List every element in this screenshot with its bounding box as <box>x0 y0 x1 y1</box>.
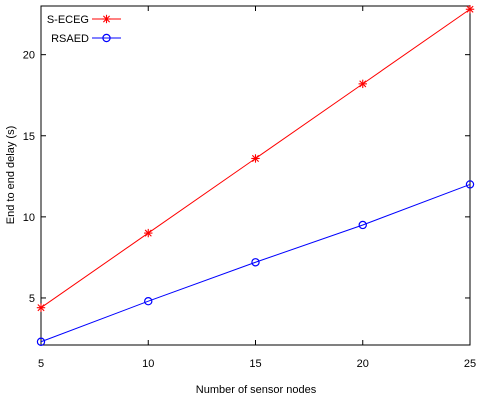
y-tick-label: 10 <box>23 212 35 224</box>
data-point-s-eceg <box>144 229 152 237</box>
legend: S-ECEG RSAED <box>47 14 121 45</box>
x-tick-label: 10 <box>142 358 154 370</box>
y-tick-label: 20 <box>23 50 35 62</box>
x-tick-label: 20 <box>357 358 369 370</box>
legend-label-s-eceg: S-ECEG <box>47 14 89 26</box>
legend-marker-s-eceg <box>102 15 110 23</box>
x-tick-label: 15 <box>249 358 261 370</box>
x-tick-label: 5 <box>38 358 44 370</box>
y-tick-label: 5 <box>29 293 35 305</box>
data-point-s-eceg <box>359 80 367 88</box>
legend-label-rsaed: RSAED <box>51 33 89 45</box>
data-point-s-eceg <box>37 303 45 311</box>
plot-border <box>41 6 470 345</box>
x-axis-label: Number of sensor nodes <box>196 384 317 396</box>
data-point-s-eceg <box>466 5 474 13</box>
data-point-s-eceg <box>251 154 259 162</box>
y-tick-label: 15 <box>23 131 35 143</box>
x-tick-label: 25 <box>464 358 476 370</box>
y-axis-label: End to end delay (s) <box>5 126 17 224</box>
plot-area <box>41 6 470 345</box>
y-axis: 5 10 15 20 <box>23 50 470 305</box>
x-axis: 5 10 15 20 25 <box>38 6 476 370</box>
series-layer <box>37 5 474 345</box>
